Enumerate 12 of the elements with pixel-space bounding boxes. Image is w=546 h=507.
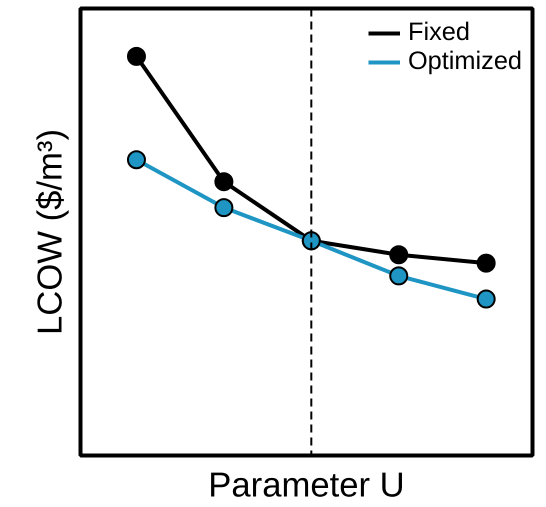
point	[126, 46, 146, 66]
point	[214, 172, 234, 192]
point	[389, 245, 408, 264]
point	[214, 198, 234, 218]
legend-label: Fixed	[408, 18, 470, 47]
point	[476, 290, 496, 309]
x-axis-title: Parameter U	[208, 466, 405, 504]
legend-label: Optimized	[408, 47, 522, 76]
point	[389, 266, 408, 286]
y-axis-title: LCOW ($/m³)	[32, 128, 70, 335]
point	[476, 254, 496, 273]
point	[126, 150, 146, 170]
